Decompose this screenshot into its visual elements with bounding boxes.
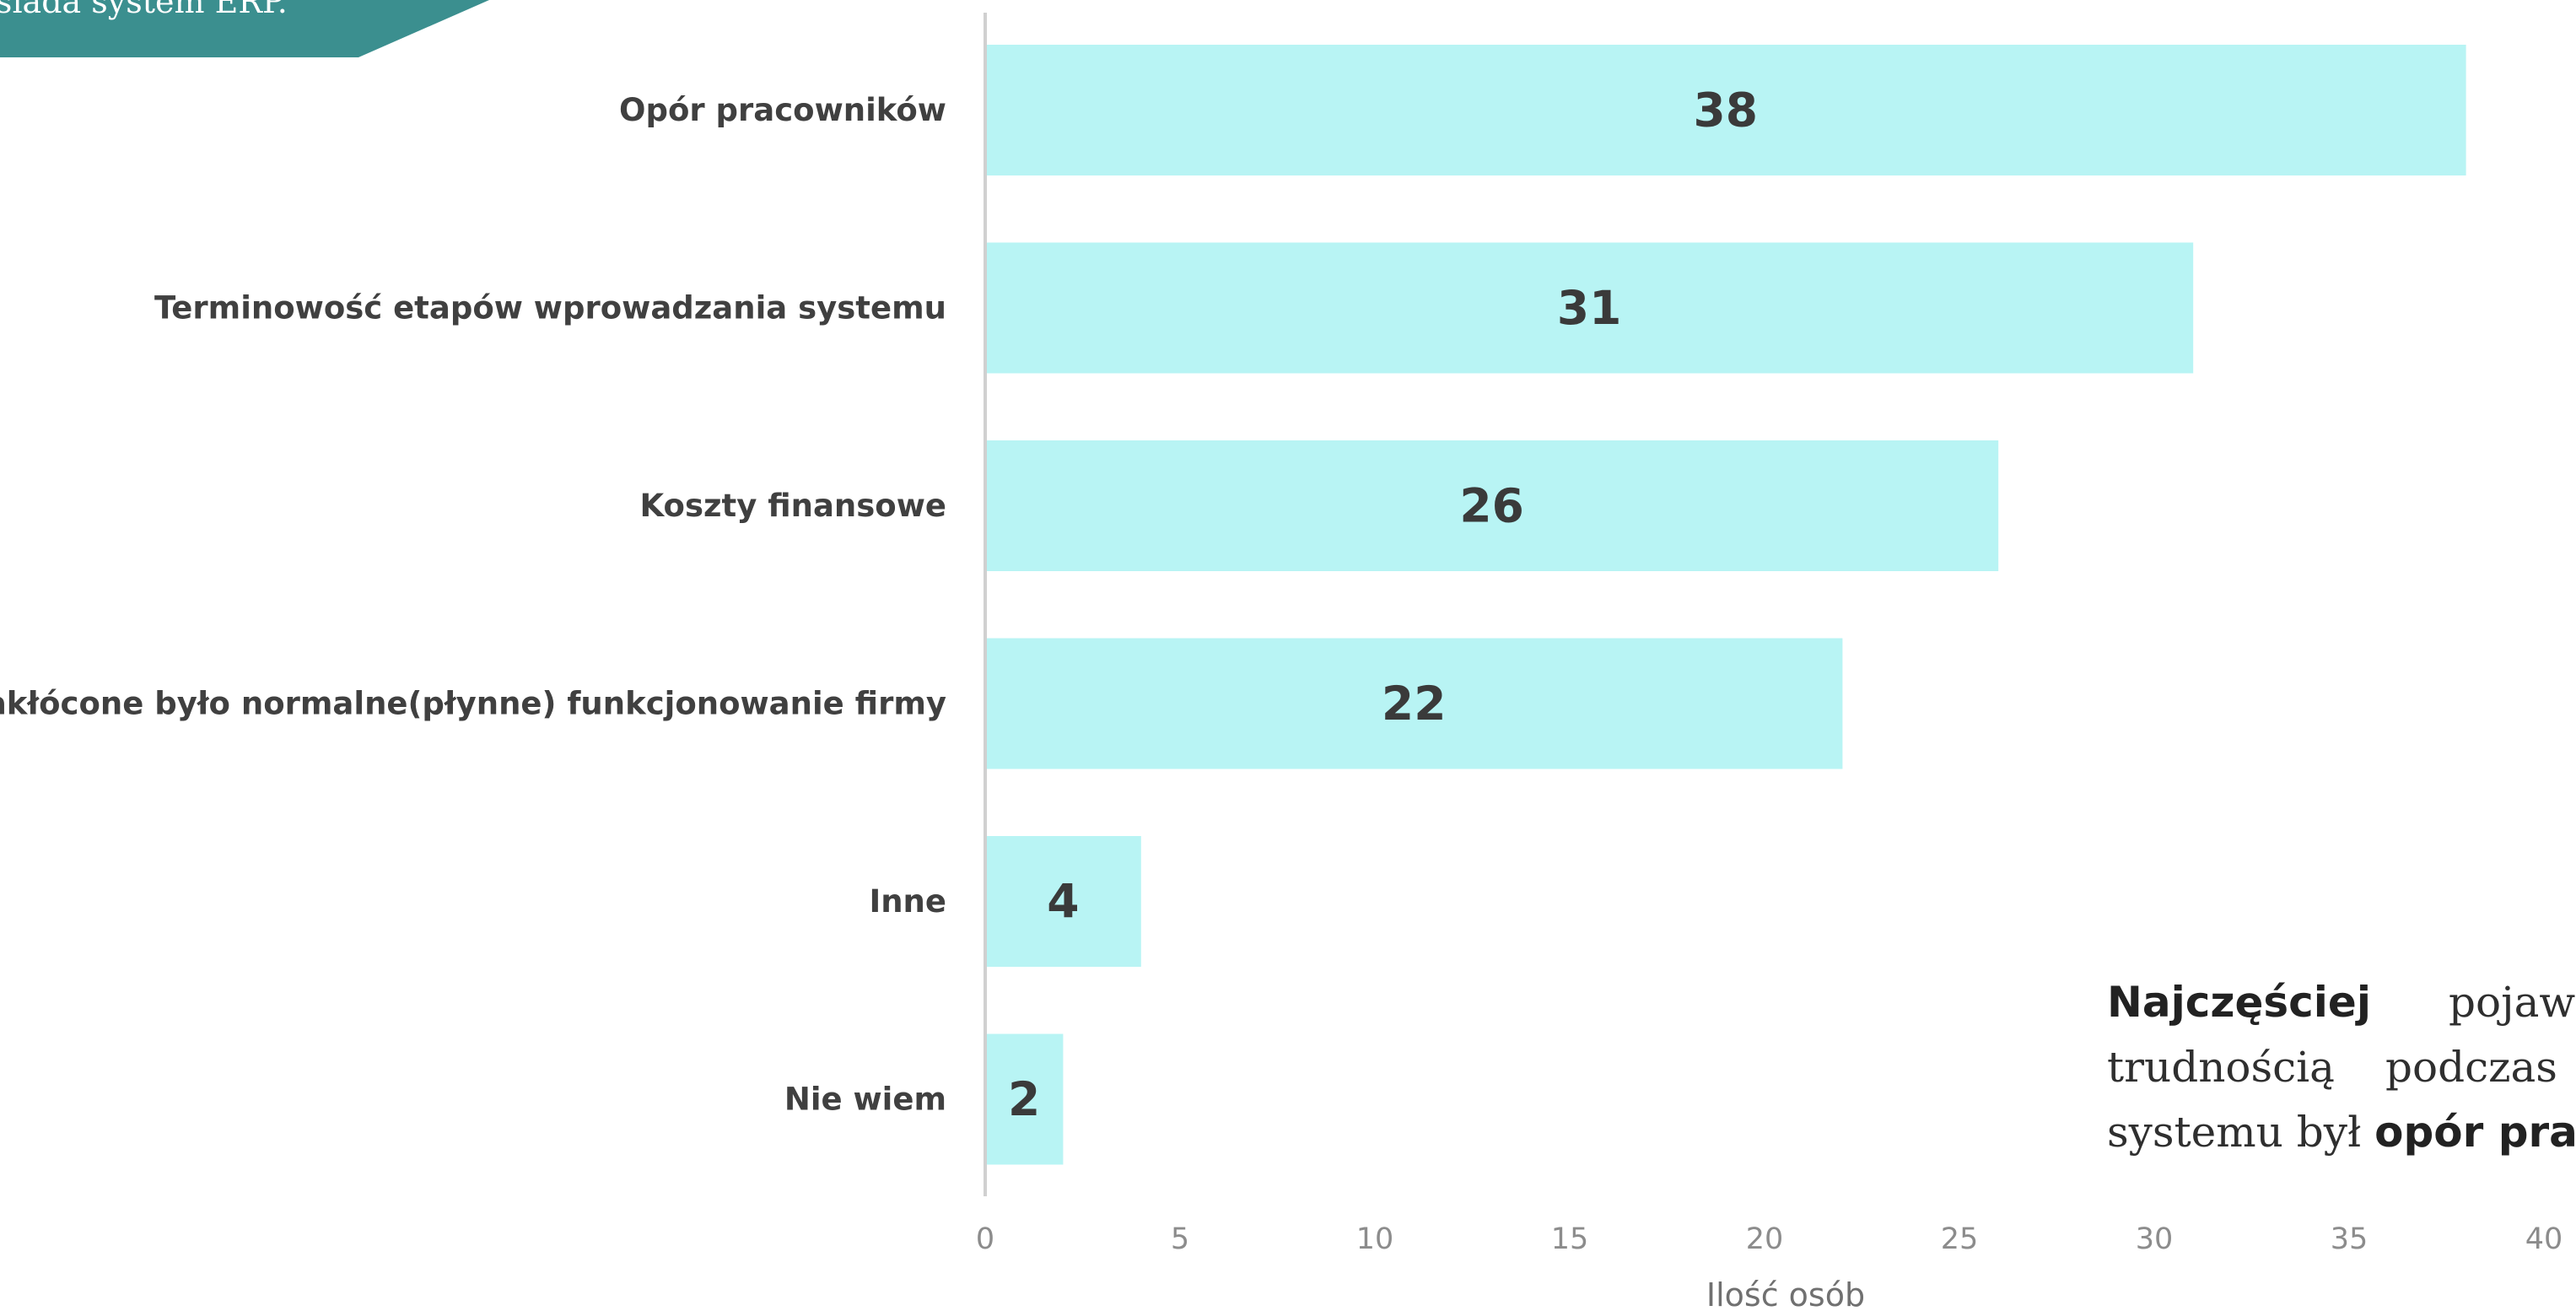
bar <box>985 45 2466 175</box>
section-banner: osiada system ERP. <box>0 0 506 57</box>
x-tick-label: 15 <box>1551 1222 1589 1256</box>
x-tick-label: 25 <box>1941 1222 1979 1256</box>
summary-line-3: systemu był opór pra <box>2107 1100 2576 1165</box>
x-tick-label: 40 <box>2525 1222 2563 1256</box>
data-label: 26 <box>1459 479 1524 533</box>
data-label: 2 <box>1008 1072 1040 1126</box>
x-tick-label: 20 <box>1746 1222 1784 1256</box>
bar <box>985 638 1843 769</box>
category-label: Opór pracowników <box>619 92 946 128</box>
summary-bold-3: opór pra <box>2374 1108 2576 1157</box>
summary-text: Najczęściej pojaw trudnością podczas syste… <box>2107 970 2576 1165</box>
data-label: 31 <box>1557 281 1622 335</box>
category-label: Zakłócone było normalne(płynne) funkcjon… <box>0 686 946 722</box>
bar <box>985 1033 1064 1165</box>
summary-bold-1: Najczęściej <box>2107 978 2371 1027</box>
bar <box>985 836 1141 967</box>
category-label: Koszty finansowe <box>640 488 946 524</box>
data-label: 22 <box>1382 677 1447 731</box>
x-tick-label: 10 <box>1356 1222 1394 1256</box>
data-label: 4 <box>1047 875 1079 929</box>
bar <box>985 440 1999 571</box>
category-label: Terminowość etapów wprowadzania systemu <box>154 290 946 326</box>
x-axis-title: Ilość osób <box>1706 1276 1865 1311</box>
x-tick-label: 35 <box>2331 1222 2369 1256</box>
banner-shape <box>0 0 489 57</box>
data-label: 38 <box>1694 84 1759 138</box>
summary-text-3: systemu był <box>2107 1108 2362 1157</box>
x-tick-label: 30 <box>2136 1222 2174 1256</box>
x-tick-label: 0 <box>976 1222 994 1256</box>
summary-text-1: pojaw <box>2448 978 2576 1027</box>
summary-line-1: Najczęściej pojaw <box>2107 970 2576 1035</box>
bar <box>985 242 2194 374</box>
summary-line-2: trudnością podczas <box>2107 1035 2576 1100</box>
summary-text-2a: trudnością <box>2107 1043 2335 1092</box>
summary-text-2b: podczas <box>2385 1043 2557 1092</box>
x-tick-label: 5 <box>1171 1222 1189 1256</box>
category-label: Inne <box>869 883 946 920</box>
category-label: Nie wiem <box>784 1082 946 1118</box>
